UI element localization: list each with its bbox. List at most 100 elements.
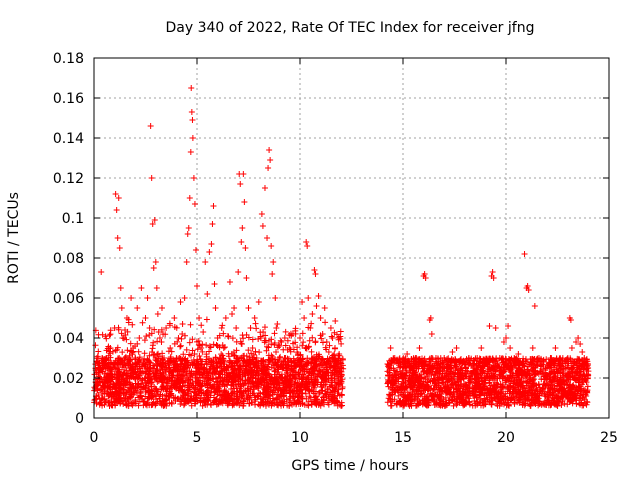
data-point [174, 338, 181, 345]
data-point [290, 392, 297, 399]
data-point [237, 181, 244, 187]
data-point [405, 381, 412, 388]
data-point [525, 390, 532, 397]
data-point [581, 387, 588, 394]
data-point [300, 374, 307, 381]
data-point [123, 372, 130, 379]
data-point [145, 395, 152, 402]
data-point [192, 392, 199, 399]
data-point [163, 378, 170, 385]
data-point [122, 353, 129, 360]
data-point [466, 401, 473, 408]
data-point [253, 359, 260, 366]
data-point [228, 382, 235, 389]
data-point [237, 388, 244, 395]
data-point [222, 397, 229, 404]
data-point [283, 383, 290, 390]
data-point [258, 211, 265, 217]
data-point [118, 305, 125, 311]
data-point [437, 355, 444, 362]
data-point [188, 85, 195, 91]
data-point [187, 321, 194, 328]
data-point [106, 332, 113, 339]
data-point [484, 360, 491, 367]
data-point [447, 370, 454, 377]
data-point [540, 356, 547, 363]
data-point [223, 388, 230, 395]
data-point [161, 402, 168, 409]
data-point [108, 373, 115, 380]
data-point [248, 350, 255, 357]
data-point [255, 299, 262, 305]
data-point [137, 381, 144, 388]
data-point [393, 400, 400, 407]
data-point [197, 383, 204, 390]
data-point [293, 384, 300, 391]
data-point [219, 352, 226, 359]
data-point [318, 357, 325, 364]
data-point [136, 372, 143, 379]
data-point [115, 391, 122, 398]
data-point [128, 400, 135, 407]
data-point [202, 259, 209, 265]
data-point [187, 388, 194, 395]
data-point [266, 147, 273, 153]
data-point [578, 399, 585, 406]
data-point [399, 385, 406, 392]
data-point [153, 285, 160, 291]
data-point [496, 371, 503, 378]
data-point [336, 381, 343, 388]
data-point [233, 338, 240, 345]
data-point [235, 399, 242, 406]
data-point [214, 378, 221, 385]
data-point [483, 372, 490, 379]
data-point [404, 351, 411, 357]
data-point [312, 339, 319, 346]
data-point [500, 339, 507, 345]
data-point [145, 389, 152, 396]
data-point [533, 386, 540, 393]
data-point [263, 370, 270, 377]
data-point [151, 326, 158, 333]
data-point [200, 366, 207, 373]
data-point [294, 357, 301, 364]
data-point [171, 323, 178, 330]
data-point [422, 275, 429, 281]
data-point [335, 374, 342, 381]
data-point [258, 371, 265, 378]
data-point [182, 332, 189, 339]
data-point [239, 225, 246, 231]
data-point [426, 355, 433, 362]
data-point [191, 350, 198, 357]
data-point [335, 355, 342, 362]
data-point [121, 355, 128, 362]
data-point [467, 379, 474, 386]
data-point [445, 355, 452, 362]
data-point [477, 370, 484, 377]
data-point [507, 364, 514, 371]
data-point [153, 396, 160, 403]
data-point [216, 332, 223, 339]
data-point [268, 384, 275, 391]
data-point [163, 364, 170, 371]
data-point [312, 394, 319, 401]
data-point [196, 353, 203, 360]
data-point [294, 344, 301, 351]
data-point [115, 324, 122, 331]
data-point [189, 347, 196, 354]
data-point [273, 348, 280, 355]
data-point [95, 392, 102, 399]
data-point [199, 402, 206, 409]
data-point [287, 381, 294, 388]
data-point [265, 344, 272, 351]
data-point [177, 380, 184, 387]
data-point [552, 345, 559, 351]
data-point [265, 352, 272, 359]
data-point [516, 379, 523, 386]
axes [93, 57, 610, 419]
data-point [564, 364, 571, 371]
data-point [299, 379, 306, 386]
data-point [255, 336, 262, 343]
data-point [507, 345, 514, 351]
data-point [216, 382, 223, 389]
